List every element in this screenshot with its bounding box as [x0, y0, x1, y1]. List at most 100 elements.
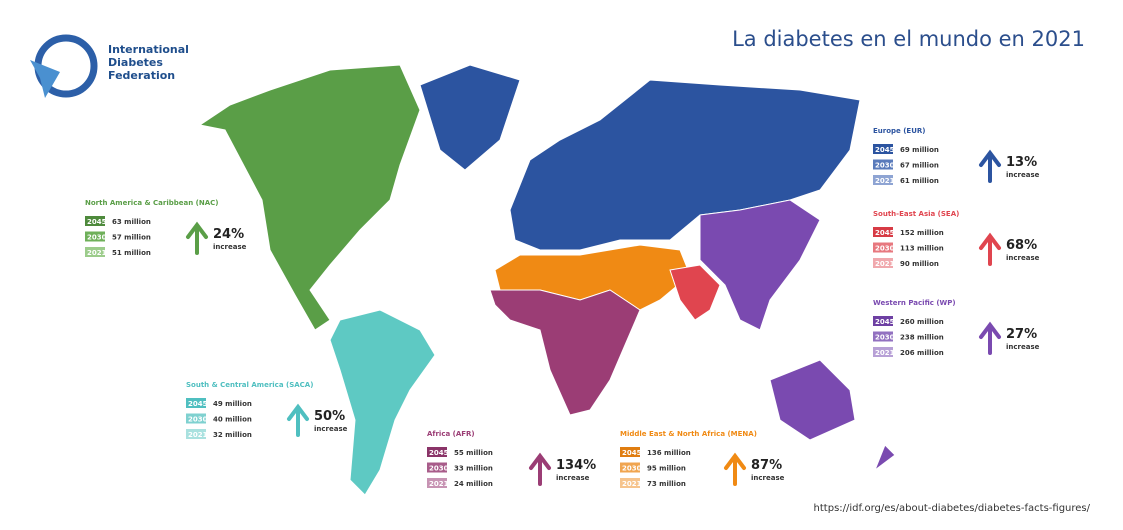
increase-percent: 13%	[1006, 155, 1037, 170]
region-legend: Africa (AFR) 2045 55 million 2030 33 million…	[427, 430, 596, 488]
year-label: 2030	[87, 234, 107, 242]
year-label: 2030	[875, 245, 895, 253]
region-legend: South & Central America (SACA) 2045 49 mil…	[186, 381, 348, 439]
population-value: 260 million	[900, 318, 944, 326]
region-title: North America & Caribbean (NAC)	[85, 199, 219, 207]
population-value: 51 million	[112, 249, 151, 257]
increase-percent: 87%	[751, 458, 782, 473]
population-value: 61 million	[900, 177, 939, 185]
year-badge	[620, 447, 640, 457]
logo-bird	[30, 60, 60, 98]
increase-percent: 24%	[213, 227, 244, 242]
year-badge	[427, 478, 447, 488]
year-badge	[85, 216, 105, 226]
south-america	[329, 309, 436, 496]
population-value: 32 million	[213, 431, 252, 439]
year-badge	[186, 413, 206, 424]
increase-label: increase	[213, 243, 247, 251]
population-value: 49 million	[213, 400, 252, 408]
greenland	[419, 64, 521, 171]
year-label: 2045	[622, 449, 642, 457]
logo-text: Diabetes	[108, 56, 163, 69]
population-value: 69 million	[900, 146, 939, 154]
source-url: https://idf.org/es/about-diabetes/diabet…	[814, 503, 1091, 514]
logo-text: Federation	[108, 69, 175, 82]
year-label: 2045	[875, 229, 895, 237]
year-badge	[85, 247, 105, 257]
increase-percent: 27%	[1006, 327, 1037, 342]
year-badge	[427, 447, 447, 457]
north-america	[198, 64, 421, 331]
region-title: Western Pacific (WP)	[873, 299, 956, 307]
increase-label: increase	[1006, 171, 1040, 179]
australia	[769, 359, 856, 441]
population-value: 95 million	[647, 465, 686, 473]
year-badge	[620, 478, 640, 488]
year-label: 2021	[429, 480, 449, 488]
year-label: 2045	[875, 146, 895, 154]
year-label: 2021	[875, 349, 895, 357]
year-badge	[873, 227, 893, 237]
increase-arrow	[287, 403, 309, 437]
year-badge	[427, 462, 447, 473]
year-label: 2030	[622, 465, 642, 473]
logo-text: International	[108, 43, 189, 56]
year-label: 2030	[875, 162, 895, 170]
year-badge	[873, 316, 893, 326]
region-title: Europe (EUR)	[873, 127, 925, 135]
new-zealand	[873, 444, 896, 472]
increase-label: increase	[556, 474, 590, 482]
region-legend: Western Pacific (WP) 2045 260 million 2030 2…	[873, 299, 1040, 357]
western-pacific	[699, 199, 821, 331]
year-badge	[873, 175, 893, 185]
year-label: 2045	[188, 400, 208, 408]
increase-label: increase	[1006, 254, 1040, 262]
europe	[509, 79, 861, 251]
increase-label: increase	[751, 474, 785, 482]
region-legend: North America & Caribbean (NAC) 2045 63 mi…	[85, 199, 247, 257]
year-badge	[186, 398, 206, 408]
increase-arrow	[186, 221, 208, 255]
logo: International Diabetes Federation	[30, 34, 189, 98]
population-value: 90 million	[900, 260, 939, 268]
year-label: 2030	[429, 465, 449, 473]
population-value: 136 million	[647, 449, 691, 457]
year-badge	[620, 462, 640, 473]
increase-arrow	[529, 452, 551, 486]
africa	[489, 289, 641, 416]
region-title: South & Central America (SACA)	[186, 381, 313, 389]
year-badge	[873, 331, 893, 342]
increase-label: increase	[1006, 343, 1040, 351]
increase-arrow	[979, 232, 1001, 266]
year-badge	[186, 429, 206, 439]
population-value: 152 million	[900, 229, 944, 237]
population-value: 57 million	[112, 234, 151, 242]
south-east-asia	[669, 264, 721, 321]
page-title: La diabetes en el mundo en 2021	[732, 27, 1085, 51]
increase-percent: 134%	[556, 458, 596, 473]
region-title: South-East Asia (SEA)	[873, 210, 959, 218]
year-label: 2045	[875, 318, 895, 326]
year-label: 2021	[875, 177, 895, 185]
population-value: 40 million	[213, 416, 252, 424]
increase-label: increase	[314, 425, 348, 433]
year-label: 2045	[87, 218, 107, 226]
population-value: 33 million	[454, 465, 493, 473]
year-label: 2021	[87, 249, 107, 257]
increase-percent: 50%	[314, 409, 345, 424]
population-value: 67 million	[900, 162, 939, 170]
year-badge	[873, 144, 893, 154]
year-badge	[873, 242, 893, 253]
increase-percent: 68%	[1006, 238, 1037, 253]
world-map	[198, 64, 896, 496]
population-value: 73 million	[647, 480, 686, 488]
population-value: 206 million	[900, 349, 944, 357]
year-badge	[85, 231, 105, 242]
region-legend: Middle East & North Africa (MENA) 2045 136…	[620, 430, 785, 488]
year-label: 2030	[875, 334, 895, 342]
year-label: 2045	[429, 449, 449, 457]
population-value: 55 million	[454, 449, 493, 457]
year-badge	[873, 159, 893, 170]
population-value: 238 million	[900, 334, 944, 342]
